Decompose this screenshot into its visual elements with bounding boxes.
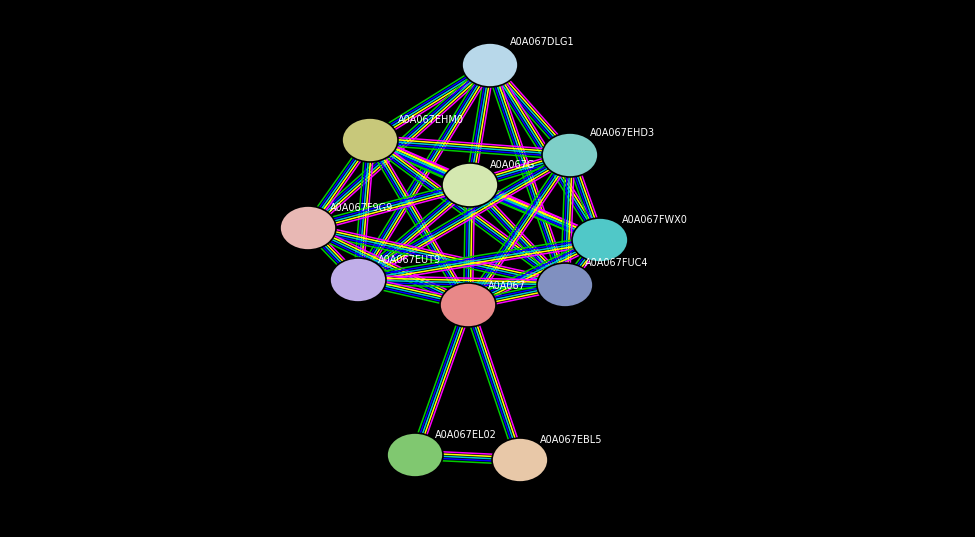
Text: A0A067EUT9: A0A067EUT9	[378, 255, 441, 265]
Ellipse shape	[572, 218, 628, 262]
Ellipse shape	[342, 118, 398, 162]
Text: A0A067G: A0A067G	[490, 160, 535, 170]
Text: A0A067DLG1: A0A067DLG1	[510, 37, 574, 47]
Text: A0A067EL02: A0A067EL02	[435, 430, 497, 440]
Ellipse shape	[280, 206, 336, 250]
Ellipse shape	[537, 263, 593, 307]
Text: A0A067EHM0: A0A067EHM0	[398, 115, 464, 125]
Ellipse shape	[462, 43, 518, 87]
Text: A0A067EHD3: A0A067EHD3	[590, 128, 655, 138]
Ellipse shape	[387, 433, 443, 477]
Text: A0A067: A0A067	[488, 281, 526, 291]
Ellipse shape	[440, 283, 496, 327]
Ellipse shape	[330, 258, 386, 302]
Ellipse shape	[492, 438, 548, 482]
Text: A0A067F9G9: A0A067F9G9	[330, 203, 393, 213]
Text: A0A067FWX0: A0A067FWX0	[622, 215, 688, 225]
Text: A0A067FUC4: A0A067FUC4	[585, 258, 648, 268]
Ellipse shape	[542, 133, 598, 177]
Ellipse shape	[442, 163, 498, 207]
Text: A0A067EBL5: A0A067EBL5	[540, 435, 603, 445]
